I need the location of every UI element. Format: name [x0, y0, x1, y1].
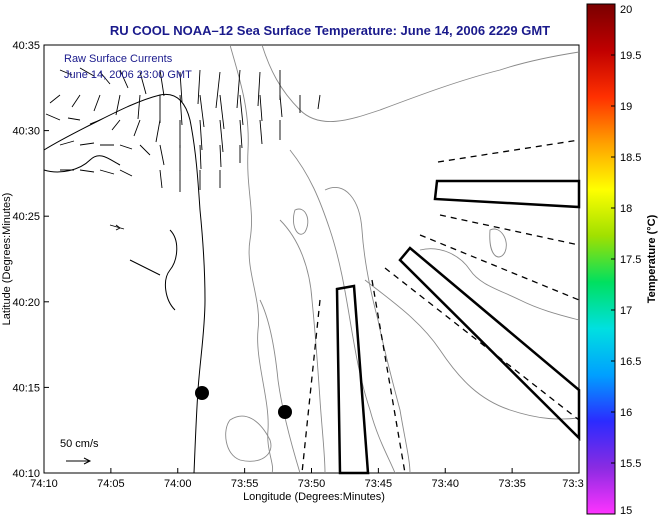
- colorbar-tick-label: 15: [620, 505, 632, 517]
- x-axis-label: Longitude (Degrees:Minutes): [243, 491, 385, 503]
- y-tick-label: 40:25: [12, 211, 40, 223]
- y-tick-label: 40:15: [12, 382, 40, 394]
- y-axis-ticks: 40:35 40:30 40:25 40:20 40:15 40:10: [12, 40, 49, 480]
- colorbar-tick-label: 16.5: [620, 356, 641, 368]
- currents-timestamp: June 14, 2006 23:00 GMT: [64, 69, 192, 81]
- colorbar-tick-label: 19.5: [620, 50, 641, 62]
- station-marker: [278, 405, 292, 419]
- colorbar-ticks: 20 19.5 19 18.5 18 17.5 17 16.5 16 15.5 15: [611, 3, 641, 517]
- radar-beam-outlines: [335, 179, 581, 475]
- plot-area: [43, 44, 580, 474]
- colorbar-tick-label: 18: [620, 203, 632, 215]
- colorbar-tick-label: 17: [620, 305, 632, 317]
- scale-arrow: [66, 457, 92, 465]
- colorbar-label: Temperature (°C): [646, 214, 658, 303]
- colorbar-tick-label: 20: [620, 4, 632, 16]
- radar-beam-dashes: [301, 139, 580, 474]
- y-tick-label: 40:35: [12, 40, 40, 52]
- map-title: RU COOL NOAA–12 Sea Surface Temperature:…: [110, 23, 550, 38]
- x-tick-label: 73:40: [431, 478, 459, 490]
- colorbar-tick-label: 19: [620, 101, 632, 113]
- colorbar-tick-label: 16: [620, 407, 632, 419]
- colorbar-tick-label: 17.5: [620, 254, 641, 266]
- scale-label: 50 cm/s: [60, 438, 99, 450]
- surface-current-vectors: [45, 67, 321, 231]
- y-tick-label: 40:10: [12, 468, 40, 480]
- x-tick-label: 73:3: [562, 478, 583, 490]
- x-tick-label: 74:10: [30, 478, 58, 490]
- bathymetry-contours: [225, 44, 580, 474]
- x-tick-label: 73:45: [365, 478, 393, 490]
- x-tick-label: 74:00: [164, 478, 192, 490]
- currents-label: Raw Surface Currents: [64, 53, 173, 65]
- station-marker: [195, 386, 209, 400]
- y-axis-label: Latitude (Degrees:Minutes): [1, 193, 13, 326]
- x-tick-label: 73:55: [231, 478, 259, 490]
- y-tick-label: 40:20: [12, 297, 40, 309]
- x-tick-label: 73:35: [498, 478, 526, 490]
- colorbar-tick-label: 18.5: [620, 152, 641, 164]
- x-tick-label: 73:50: [298, 478, 326, 490]
- colorbar-tick-label: 15.5: [620, 458, 641, 470]
- x-axis-ticks: 74:10 74:05 74:00 73:55 73:50 73:45 73:40 73:35…: [30, 468, 584, 490]
- y-tick-label: 40:30: [12, 126, 40, 138]
- colorbar: [586, 3, 616, 515]
- x-tick-label: 74:05: [97, 478, 125, 490]
